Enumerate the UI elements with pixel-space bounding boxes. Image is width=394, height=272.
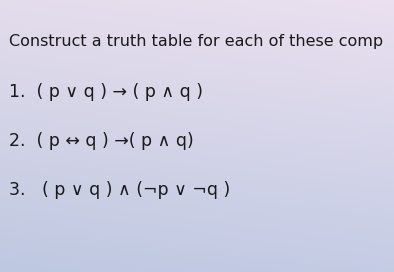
Text: 3.   ( p ∨ q ) ∧ (¬p ∨ ¬q ): 3. ( p ∨ q ) ∧ (¬p ∨ ¬q ) <box>9 181 230 199</box>
Text: 2.  ( p ↔ q ) →( p ∧ q): 2. ( p ↔ q ) →( p ∧ q) <box>9 132 193 150</box>
Text: 1.  ( p ∨ q ) → ( p ∧ q ): 1. ( p ∨ q ) → ( p ∧ q ) <box>9 83 203 101</box>
Text: Construct a truth table for each of these comp: Construct a truth table for each of thes… <box>9 34 383 49</box>
